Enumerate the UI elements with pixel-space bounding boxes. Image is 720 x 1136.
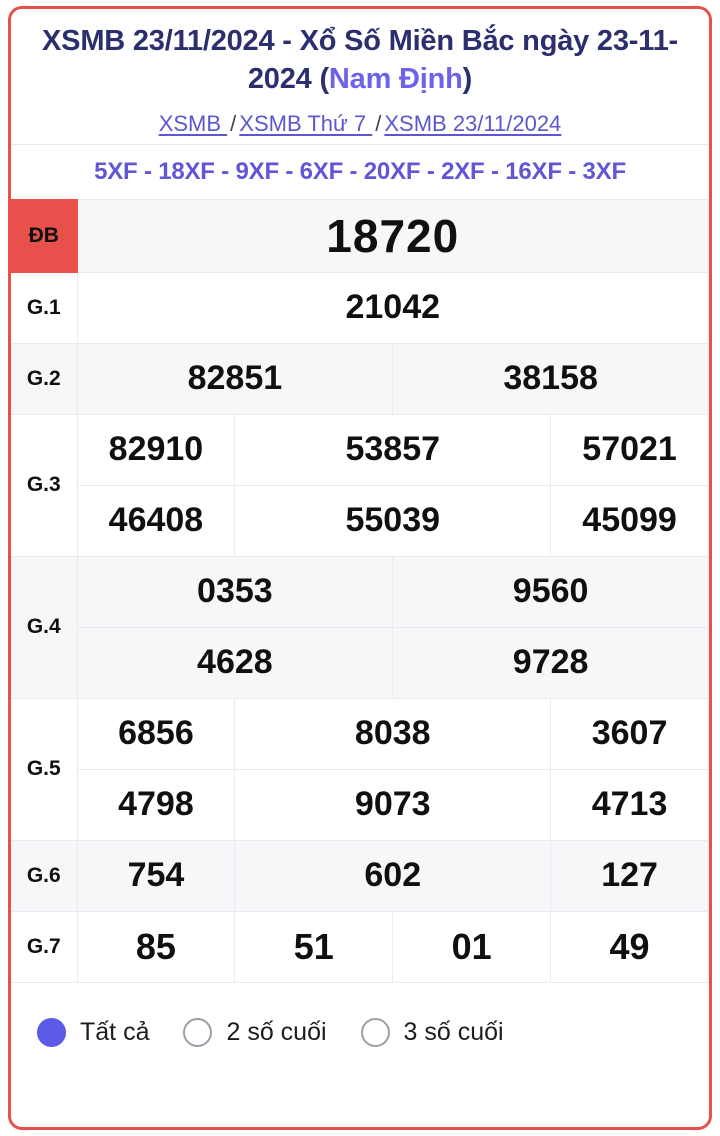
prize-value-g4-0: 0353 [76,555,394,628]
prize-value-g7-3: 49 [550,910,709,983]
table-row-g1: G.1 21042 [11,271,709,344]
prize-label-g1: G.1 [11,271,78,344]
prize-value-g3-0: 82910 [76,413,236,486]
prize-value-g7-0: 85 [76,910,236,983]
page-title-line1: XSMB 23/11/2024 - Xổ Số Miền Bắc ngày 23… [42,25,678,57]
prize-value-g4-2: 4628 [76,626,394,699]
filter-label-last-3: 3 số cuối [403,1018,504,1047]
subtitle-row: 5XF - 18XF - 9XF - 6XF - 20XF - 2XF - 16… [11,143,709,199]
lottery-result-card: XSMB 23/11/2024 - Xổ Số Miền Bắc ngày 23… [8,6,712,1130]
filter-options: Tất cả 2 số cuối 3 số cuối [11,982,709,1083]
breadcrumb-link-xsmb[interactable]: XSMB [158,111,228,137]
xf-code-list: 5XF - 18XF - 9XF - 6XF - 20XF - 2XF - 16… [94,157,626,185]
breadcrumb-link-xsmb-thu-7[interactable]: XSMB Thứ 7 [239,111,373,137]
prize-value-g5-2: 3607 [550,697,709,770]
table-row-g5b: 4798 9073 4713 [11,768,709,841]
prize-value-g2-1: 38158 [392,342,709,415]
prize-value-g6-0: 754 [76,839,236,912]
prize-value-g5-5: 4713 [550,768,709,841]
prize-value-g5-3: 4798 [76,768,236,841]
prize-value-g5-1: 8038 [234,697,552,770]
table-row-g5a: G.5 6856 8038 3607 [11,697,709,841]
prize-value-g1-0: 21042 [76,271,709,344]
results-table: ĐB 18720 G.1 21042 G.2 82851 38158 G.3 8… [11,198,709,983]
radio-icon-last-2[interactable] [183,1018,213,1048]
prize-label-g6: G.6 [11,839,78,912]
table-row-g7: G.7 85 51 01 49 [11,910,709,983]
filter-option-last-2[interactable]: 2 số cuối [183,1018,327,1048]
prize-value-g4-1: 9560 [392,555,709,628]
page-title: XSMB 23/11/2024 - Xổ Số Miền Bắc ngày 23… [25,23,695,98]
prize-label-g4: G.4 [11,555,78,699]
table-row-g6: G.6 754 602 127 [11,839,709,912]
filter-option-all[interactable]: Tất cả [37,1018,150,1048]
breadcrumb: XSMB / XSMB Thứ 7 /XSMB 23/11/2024 [25,110,695,138]
radio-icon-all[interactable] [37,1018,66,1048]
table-row-g2: G.2 82851 38158 [11,342,709,415]
prize-label-db: ĐB [11,198,78,273]
radio-icon-last-3[interactable] [360,1018,390,1048]
page-title-region: Nam Định [328,62,463,95]
prize-value-g3-2: 57021 [550,413,709,486]
table-row-db: ĐB 18720 [11,198,709,273]
breadcrumb-link-xsmb-date[interactable]: XSMB 23/11/2024 [384,111,562,137]
prize-value-g4-3: 9728 [392,626,709,699]
page-title-close: ) [462,62,473,95]
card-header: XSMB 23/11/2024 - Xổ Số Miền Bắc ngày 23… [11,9,709,144]
filter-label-all: Tất cả [80,1018,150,1047]
prize-label-g3: G.3 [11,413,78,557]
breadcrumb-separator: / [230,111,237,137]
prize-value-g6-2: 127 [550,839,709,912]
prize-value-g5-4: 9073 [234,768,552,841]
prize-value-g2-0: 82851 [76,342,394,415]
table-row-g4a: G.4 0353 9560 [11,555,709,699]
filter-option-last-3[interactable]: 3 số cuối [360,1018,504,1048]
prize-value-g7-1: 51 [234,910,394,983]
table-row-g4b: 4628 9728 [11,626,709,699]
prize-value-g3-4: 55039 [234,484,552,557]
prize-label-g7: G.7 [11,910,78,983]
page-title-line2: 2024 ( [247,62,329,95]
table-row-g3a: G.3 82910 53857 57021 [11,413,709,557]
prize-value-g3-5: 45099 [550,484,709,557]
prize-label-g2: G.2 [11,342,78,415]
prize-value-g5-0: 6856 [76,697,236,770]
prize-value-g3-1: 53857 [234,413,552,486]
prize-value-g3-3: 46408 [76,484,236,557]
filter-label-last-2: 2 số cuối [226,1018,327,1047]
prize-value-db: 18720 [76,198,709,273]
breadcrumb-separator: / [375,111,382,137]
prize-value-g7-2: 01 [392,910,552,983]
prize-value-g6-1: 602 [234,839,552,912]
prize-label-g5: G.5 [11,697,78,841]
table-row-g3b: 46408 55039 45099 [11,484,709,557]
